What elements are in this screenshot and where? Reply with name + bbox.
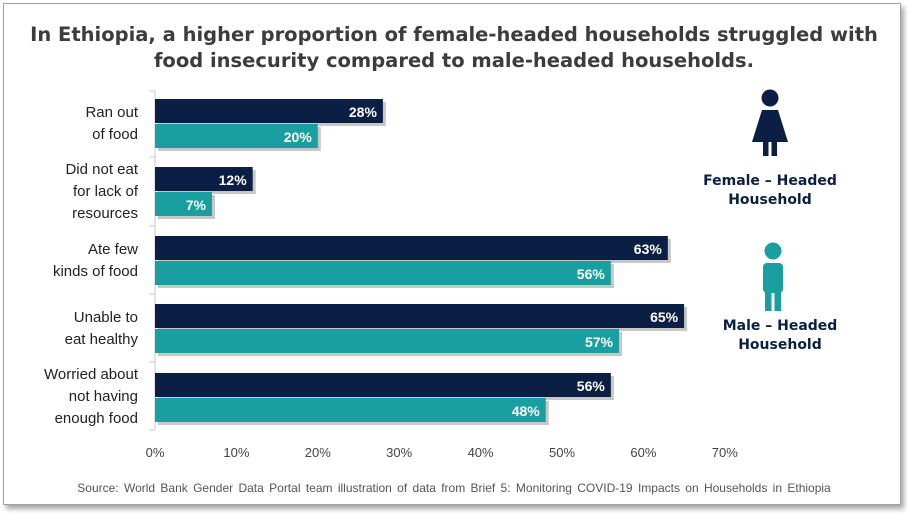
bar-value-label: 56% [577,378,606,394]
female-person-icon [752,89,788,156]
bar-male [155,261,611,285]
bar-male [155,192,212,216]
x-tick-label: 10% [223,445,249,460]
category-label: Did not eat for lack of resources [65,161,138,222]
bar-male [155,329,619,353]
category-label: Worried about not having enough food [44,366,138,427]
bar-value-label: 12% [219,172,248,188]
bar-value-label: 20% [284,129,313,145]
category-label: Ran out of food [85,104,138,143]
chart-title: In Ethiopia, a higher proportion of fema… [30,23,878,72]
bar-female [155,236,668,260]
bar-female [155,99,383,123]
bar-value-label: 28% [349,104,378,120]
x-tick-label: 60% [630,445,656,460]
x-tick-label: 30% [386,445,412,460]
bar-value-label: 48% [512,403,541,419]
bar-male [155,124,318,148]
legend-male-label: Male – Headed Household [722,318,838,353]
x-tick-label: 70% [712,445,738,460]
source-note: Source: World Bank Gender Data Portal te… [77,481,831,495]
bar-female [155,373,611,397]
bar-male [155,398,546,422]
x-tick-label: 40% [468,445,494,460]
bar-value-label: 7% [186,197,207,213]
bar-female [155,167,253,191]
bar-value-label: 65% [650,309,679,325]
x-tick-label: 50% [549,445,575,460]
bar-value-label: 56% [577,266,606,282]
x-tick-label: 0% [146,445,165,460]
bar-female [155,304,685,328]
male-person-icon [763,242,783,311]
category-label: Unable to eat healthy [64,309,138,348]
bar-value-label: 63% [634,241,663,257]
bar-value-label: 57% [585,334,614,350]
category-label: Ate few kinds of food [52,241,138,280]
x-tick-label: 20% [305,445,331,460]
legend-female-label: Female – Headed Household [703,173,837,208]
